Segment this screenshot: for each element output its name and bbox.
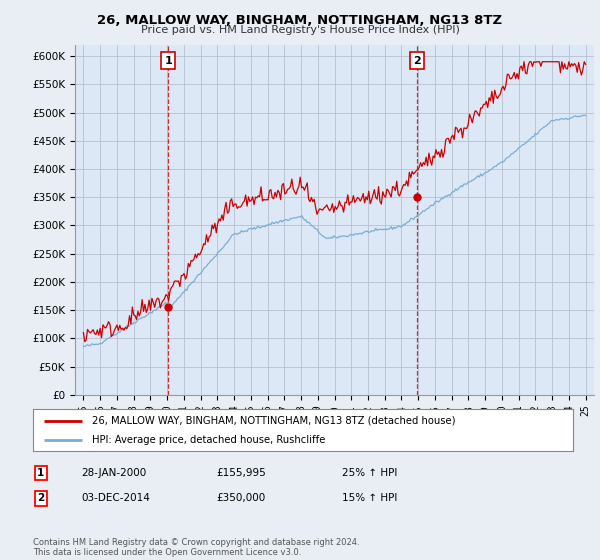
Text: HPI: Average price, detached house, Rushcliffe: HPI: Average price, detached house, Rush… [92,435,326,445]
Text: 26, MALLOW WAY, BINGHAM, NOTTINGHAM, NG13 8TZ: 26, MALLOW WAY, BINGHAM, NOTTINGHAM, NG1… [97,14,503,27]
Text: 26, MALLOW WAY, BINGHAM, NOTTINGHAM, NG13 8TZ (detached house): 26, MALLOW WAY, BINGHAM, NOTTINGHAM, NG1… [92,416,456,426]
Text: 25% ↑ HPI: 25% ↑ HPI [342,468,397,478]
Text: 1: 1 [164,55,172,66]
Text: Price paid vs. HM Land Registry's House Price Index (HPI): Price paid vs. HM Land Registry's House … [140,25,460,35]
Text: 2: 2 [413,55,421,66]
Text: 15% ↑ HPI: 15% ↑ HPI [342,493,397,503]
Text: Contains HM Land Registry data © Crown copyright and database right 2024.
This d: Contains HM Land Registry data © Crown c… [33,538,359,557]
Text: 2: 2 [37,493,44,503]
Text: 1: 1 [37,468,44,478]
Text: £155,995: £155,995 [216,468,266,478]
Text: 28-JAN-2000: 28-JAN-2000 [81,468,146,478]
Text: 03-DEC-2014: 03-DEC-2014 [81,493,150,503]
Text: £350,000: £350,000 [216,493,265,503]
